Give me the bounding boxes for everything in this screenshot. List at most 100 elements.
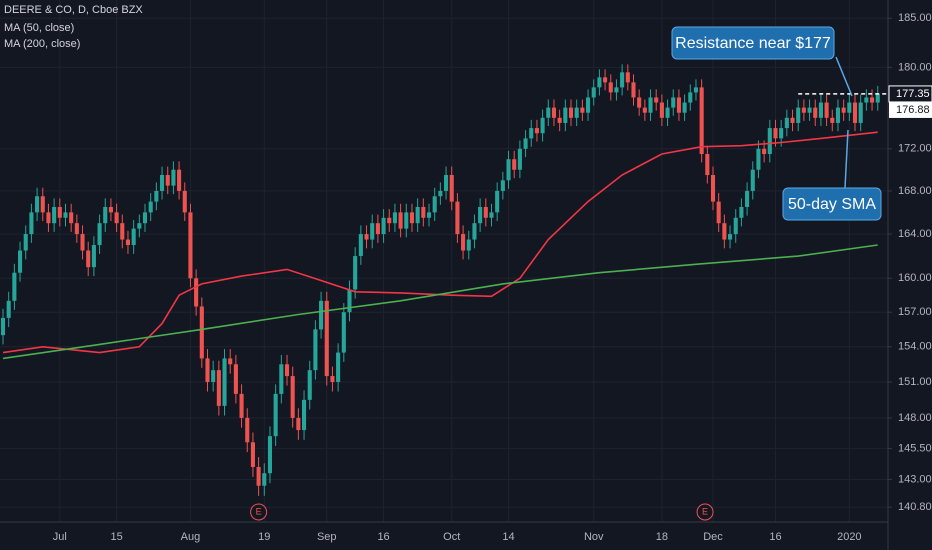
candle-body	[353, 256, 358, 290]
candle-body	[682, 102, 687, 113]
candle-body	[262, 473, 267, 486]
y-tick-label: 164.00	[898, 228, 932, 240]
candle-body	[336, 352, 341, 382]
candle-body	[97, 223, 102, 246]
candle-body	[517, 148, 522, 170]
candle-body	[529, 128, 534, 139]
candle-body	[540, 117, 545, 134]
earnings-label: E	[256, 506, 262, 516]
candle-body	[688, 92, 693, 103]
price-label-box	[889, 101, 932, 118]
candle-body	[392, 212, 397, 224]
candle-body	[750, 169, 755, 191]
candle-body	[12, 272, 17, 301]
candle-body	[551, 107, 557, 118]
candle-body	[415, 206, 420, 224]
candle-body	[796, 107, 801, 123]
candle-body	[648, 97, 653, 113]
candle-body	[444, 175, 449, 191]
candle-body	[0, 317, 6, 336]
candle-body	[91, 245, 96, 268]
candle-body	[546, 107, 551, 118]
y-tick-label: 154.00	[898, 341, 932, 353]
candle-body	[608, 82, 613, 93]
candle-body	[574, 107, 579, 118]
candle-body	[114, 212, 119, 224]
candle-body	[665, 107, 670, 118]
candle-body	[449, 175, 454, 202]
candle-body	[801, 107, 806, 113]
candle-body	[398, 212, 403, 229]
candle-body	[620, 72, 625, 88]
last-price-label: 177.35	[896, 88, 930, 100]
candle-body	[250, 442, 255, 467]
candle-body	[273, 393, 278, 437]
candle-body	[290, 376, 295, 418]
candle-body	[74, 223, 79, 235]
x-tick-label: 18	[656, 531, 668, 543]
candle-body	[722, 223, 727, 240]
candle-body	[705, 153, 710, 176]
candle-body	[455, 201, 460, 235]
candle-body	[23, 234, 28, 251]
candle-body	[347, 289, 352, 313]
candle-body	[426, 212, 432, 218]
candle-body	[728, 234, 733, 240]
candle-body	[472, 223, 477, 240]
candle-body	[6, 300, 11, 318]
y-tick-label: 143.00	[898, 473, 932, 485]
x-tick-label: Oct	[443, 531, 460, 543]
candle-body	[267, 436, 273, 474]
candle-body	[284, 364, 290, 377]
y-tick-label: 157.00	[898, 306, 932, 318]
candle-body	[35, 196, 40, 213]
candle-body	[864, 97, 869, 103]
candle-body	[495, 190, 500, 213]
candle-body	[188, 212, 193, 279]
candle-body	[603, 77, 608, 83]
candle-body	[199, 306, 204, 359]
candle-body	[773, 128, 778, 139]
candle-body	[818, 102, 823, 118]
x-tick-label: Jul	[53, 531, 67, 543]
candle-body	[80, 234, 85, 251]
x-tick-label: 15	[110, 531, 122, 543]
candle-body	[614, 87, 619, 93]
y-tick-label: 151.00	[898, 376, 932, 388]
candle-body	[421, 206, 426, 218]
earnings-marker	[696, 503, 714, 521]
candle-body	[631, 82, 636, 98]
candle-body	[86, 250, 91, 268]
candle-body	[568, 107, 574, 118]
candle-body	[852, 102, 858, 123]
candle-body	[591, 87, 596, 98]
candle-body	[302, 399, 307, 431]
candle-body	[762, 148, 767, 154]
legend-ma50: MA (50, close)	[4, 22, 74, 34]
x-tick-label: Sep	[317, 531, 337, 543]
candle-body	[296, 417, 301, 431]
candle-body	[125, 239, 131, 246]
candle-body	[858, 102, 863, 123]
annotation-sma: 50-day SMA	[788, 196, 876, 213]
candle-body	[642, 107, 647, 113]
candle-body	[830, 117, 835, 123]
candle-body	[745, 190, 750, 207]
candle-body	[625, 72, 630, 83]
candle-body	[432, 196, 437, 213]
candle-body	[57, 206, 62, 218]
x-tick-label: Aug	[181, 531, 201, 543]
candle-body	[256, 466, 261, 486]
candle-body	[710, 175, 716, 202]
candle-body	[478, 206, 483, 224]
candle-body	[171, 169, 176, 186]
candle-body	[387, 217, 392, 224]
candle-body	[483, 206, 488, 218]
candle-body	[699, 87, 704, 154]
x-tick-label: 2020	[837, 531, 861, 543]
candle-body	[779, 128, 784, 139]
legend-ma200: MA (200, close)	[4, 38, 80, 50]
y-tick-label: 180.00	[898, 61, 932, 73]
